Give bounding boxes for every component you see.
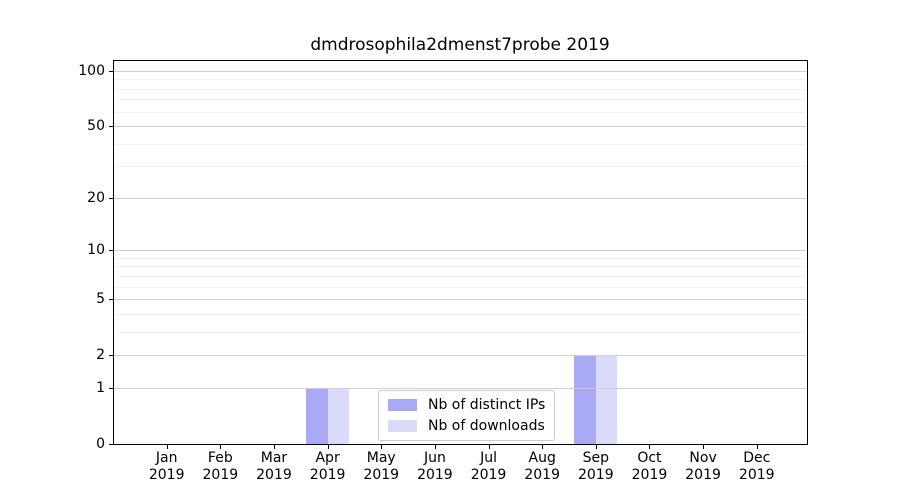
x-axis-tick-label: Apr 2019	[300, 450, 356, 484]
gridline-major	[114, 71, 807, 72]
x-axis-tick	[649, 445, 651, 449]
y-axis-tick-label: 20	[87, 189, 105, 206]
bar-distinct-ips	[574, 355, 596, 444]
y-axis-tick-label: 5	[96, 291, 105, 308]
legend-swatch-downloads	[388, 420, 417, 432]
legend-label-distinct-ips: Nb of distinct IPs	[428, 397, 546, 413]
gridline-minor	[114, 266, 807, 268]
year-label: 2019	[309, 467, 346, 483]
year-label: 2019	[417, 467, 453, 483]
month-label: Mar	[260, 450, 288, 466]
gridline-minor	[114, 331, 807, 333]
gridline-major	[114, 355, 807, 357]
x-axis-tick-label: Nov 2019	[675, 450, 731, 484]
x-axis-tick	[166, 445, 168, 449]
bar-distinct-ips	[306, 387, 328, 444]
year-label: 2019	[738, 467, 775, 483]
y-axis-tick-label: 100	[78, 63, 105, 79]
x-axis-tick-label: Jan 2019	[139, 450, 195, 484]
month-label: Apr	[315, 450, 340, 466]
month-label: Jul	[480, 450, 497, 466]
gridline-minor	[114, 166, 807, 168]
x-axis-tick	[756, 445, 758, 449]
x-axis-tick-label: Jul 2019	[461, 450, 517, 484]
legend-item-downloads: Nb of downloads	[388, 418, 545, 434]
month-label: Jan	[155, 450, 178, 466]
year-label: 2019	[148, 467, 185, 483]
year-label: 2019	[524, 467, 560, 483]
year-label: 2019	[202, 467, 239, 483]
legend-label-downloads: Nb of downloads	[428, 418, 545, 434]
month-label: Jun	[423, 450, 446, 466]
bar-downloads	[327, 387, 350, 444]
year-label: 2019	[685, 467, 721, 483]
year-label: 2019	[577, 467, 614, 483]
x-axis-tick	[488, 445, 490, 449]
gridline-major	[114, 250, 807, 252]
month-label: Oct	[637, 450, 662, 466]
year-label: 2019	[363, 467, 400, 483]
chart-legend: Nb of distinct IPs Nb of downloads	[378, 390, 556, 441]
legend-swatch-distinct-ips	[388, 399, 417, 411]
x-axis-tick	[434, 445, 436, 449]
gridline-minor	[114, 275, 807, 277]
x-axis-tick-label: Feb 2019	[192, 450, 248, 484]
x-axis-tick-label: Dec 2019	[729, 450, 785, 484]
gridline-major	[114, 299, 807, 301]
gridline-minor	[114, 257, 807, 259]
month-label: Feb	[207, 450, 233, 466]
x-axis-tick	[327, 445, 329, 449]
x-axis-tick	[703, 445, 705, 449]
gridline-major	[114, 126, 807, 128]
x-axis-tick-label: Jun 2019	[407, 450, 463, 484]
month-label: Nov	[689, 450, 717, 466]
x-axis-tick	[273, 445, 275, 449]
month-label: Dec	[743, 450, 771, 466]
gridline-minor	[114, 79, 807, 81]
x-axis-tick-label: Aug 2019	[514, 450, 570, 484]
y-axis-tick	[109, 299, 113, 301]
y-axis-tick-label: 2	[96, 347, 105, 364]
year-label: 2019	[470, 467, 507, 483]
chart-title: dmdrosophila2dmenst7probe 2019	[310, 35, 610, 55]
y-axis-tick	[109, 355, 113, 357]
x-axis-tick-label: Oct 2019	[621, 450, 677, 484]
gridline-minor	[114, 111, 807, 113]
y-axis-tick-label: 1	[96, 379, 105, 396]
y-axis-tick	[109, 444, 113, 445]
y-axis-tick-label: 0	[96, 436, 105, 452]
gridline-minor	[114, 99, 807, 101]
gridline-minor	[114, 143, 807, 145]
bar-downloads	[595, 355, 618, 444]
x-axis-tick-label: Sep 2019	[568, 450, 624, 484]
month-label: May	[366, 450, 396, 466]
gridline-minor	[114, 286, 807, 288]
y-axis-tick	[109, 71, 113, 72]
year-label: 2019	[631, 467, 668, 483]
y-axis-tick	[109, 197, 113, 199]
x-axis-tick	[595, 445, 597, 449]
y-axis-tick	[109, 387, 113, 389]
y-axis-tick	[109, 250, 113, 252]
gridline-major	[114, 387, 807, 389]
y-axis-tick-label: 10	[87, 242, 105, 259]
x-axis-tick	[542, 445, 544, 449]
x-axis-tick-label: Mar 2019	[246, 450, 302, 484]
gridline-minor	[114, 88, 807, 90]
y-axis-tick-label: 50	[87, 118, 105, 135]
x-axis-tick-label: May 2019	[353, 450, 409, 484]
gridline-major	[114, 197, 807, 199]
x-axis-tick	[220, 445, 222, 449]
month-label: Aug	[528, 450, 556, 466]
legend-item-distinct-ips: Nb of distinct IPs	[388, 397, 545, 413]
year-label: 2019	[256, 467, 292, 483]
y-axis-tick	[109, 126, 113, 128]
gridline-minor	[114, 313, 807, 315]
month-label: Sep	[582, 450, 609, 466]
x-axis-tick	[381, 445, 383, 449]
